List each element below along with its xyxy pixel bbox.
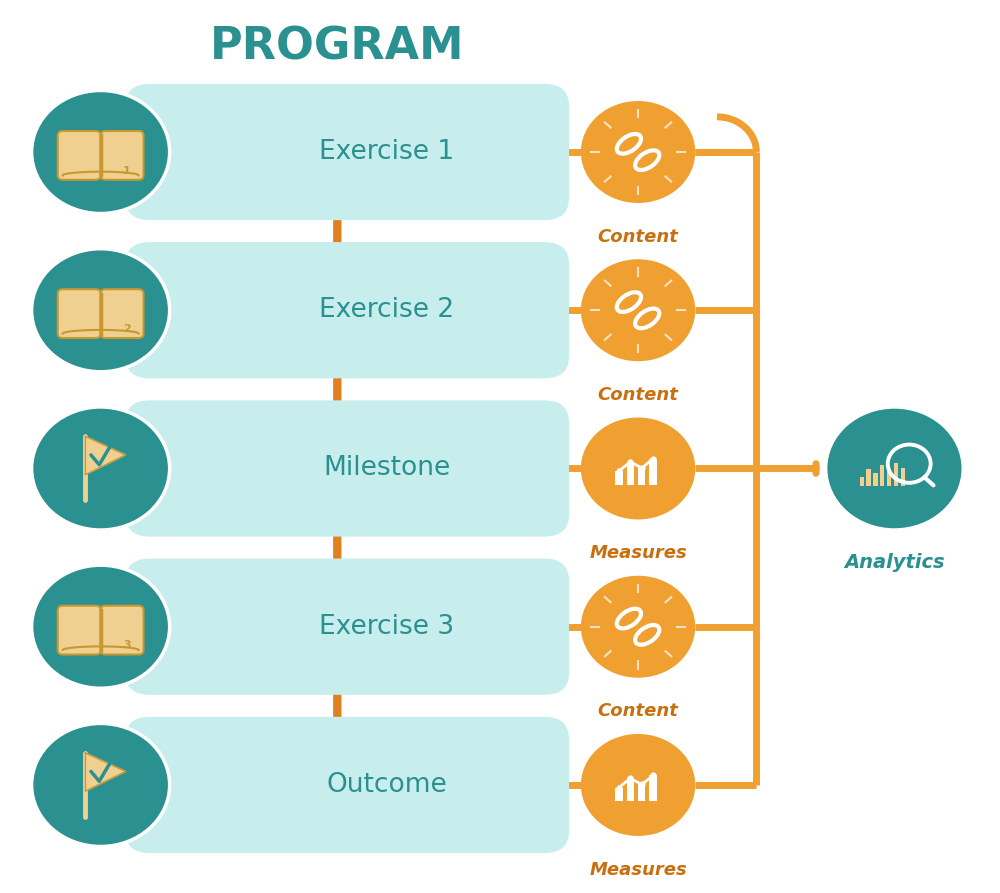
FancyBboxPatch shape	[880, 465, 884, 487]
FancyBboxPatch shape	[901, 468, 905, 487]
FancyBboxPatch shape	[125, 242, 569, 379]
Circle shape	[581, 259, 695, 362]
FancyBboxPatch shape	[101, 131, 144, 179]
Text: Exercise 2: Exercise 2	[319, 297, 454, 323]
Text: Analytics: Analytics	[844, 553, 945, 572]
Text: Exercise 1: Exercise 1	[319, 139, 454, 165]
FancyBboxPatch shape	[627, 779, 634, 801]
Circle shape	[32, 90, 170, 213]
FancyBboxPatch shape	[638, 468, 645, 485]
Text: 1: 1	[123, 165, 131, 176]
FancyBboxPatch shape	[873, 473, 878, 487]
FancyBboxPatch shape	[125, 400, 569, 537]
FancyBboxPatch shape	[866, 470, 871, 487]
Text: 3: 3	[123, 640, 131, 650]
FancyBboxPatch shape	[615, 471, 623, 485]
Circle shape	[581, 101, 695, 203]
Text: PROGRAM: PROGRAM	[210, 25, 465, 68]
Circle shape	[32, 565, 170, 689]
FancyBboxPatch shape	[615, 788, 623, 801]
Circle shape	[827, 409, 962, 529]
Circle shape	[581, 576, 695, 678]
FancyBboxPatch shape	[887, 471, 891, 487]
FancyBboxPatch shape	[101, 605, 144, 655]
Circle shape	[32, 723, 170, 847]
Text: Outcome: Outcome	[326, 772, 447, 798]
FancyBboxPatch shape	[638, 784, 645, 801]
Circle shape	[32, 407, 170, 530]
FancyBboxPatch shape	[894, 463, 898, 487]
Circle shape	[32, 248, 170, 371]
Polygon shape	[85, 753, 125, 791]
Text: Measures: Measures	[589, 544, 687, 562]
Text: Content: Content	[598, 386, 678, 404]
FancyBboxPatch shape	[649, 775, 657, 801]
Text: Content: Content	[598, 702, 678, 721]
Text: Exercise 3: Exercise 3	[319, 613, 454, 639]
Text: 2: 2	[123, 324, 131, 334]
FancyBboxPatch shape	[58, 289, 101, 338]
Circle shape	[581, 734, 695, 836]
FancyBboxPatch shape	[58, 131, 101, 179]
Text: Measures: Measures	[589, 861, 687, 879]
Polygon shape	[85, 437, 125, 475]
FancyBboxPatch shape	[649, 459, 657, 485]
FancyBboxPatch shape	[125, 559, 569, 695]
FancyBboxPatch shape	[125, 84, 569, 221]
FancyBboxPatch shape	[627, 462, 634, 485]
Text: Milestone: Milestone	[323, 455, 450, 481]
FancyBboxPatch shape	[125, 717, 569, 853]
FancyBboxPatch shape	[860, 477, 864, 487]
FancyBboxPatch shape	[101, 289, 144, 338]
Text: Content: Content	[598, 228, 678, 246]
Circle shape	[581, 418, 695, 520]
FancyBboxPatch shape	[58, 605, 101, 655]
